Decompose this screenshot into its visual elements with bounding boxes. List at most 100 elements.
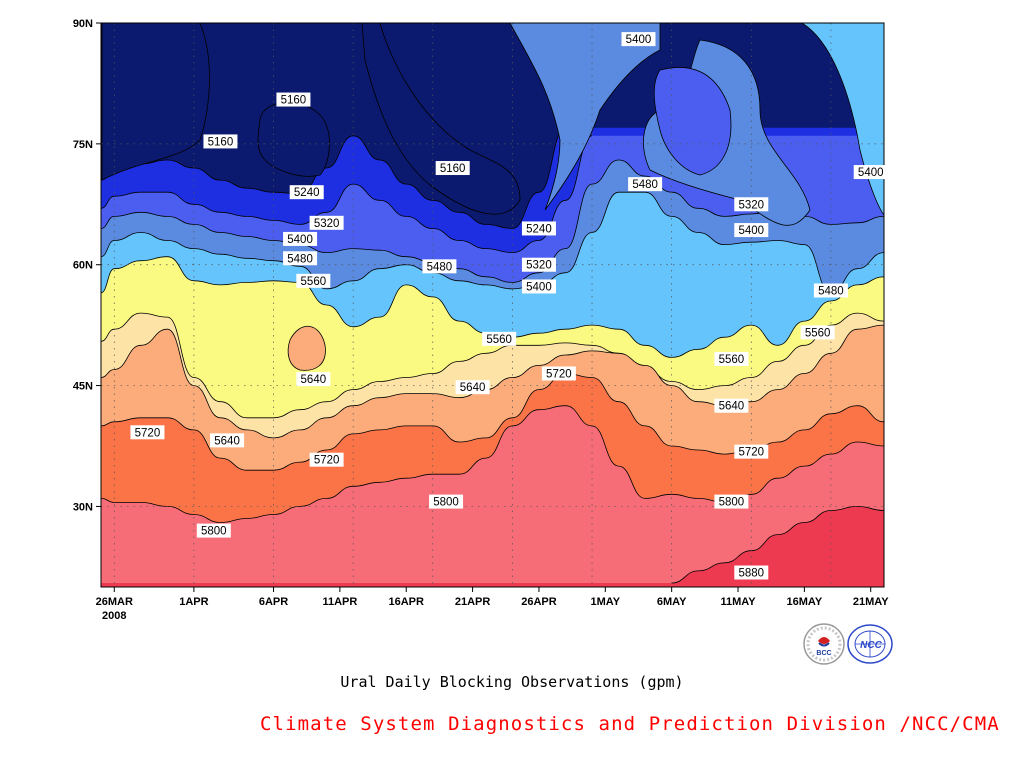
y-tick-label: 75N [73, 139, 93, 151]
contour-label: 5560 [714, 351, 749, 366]
contour-bands [101, 23, 884, 587]
contour-label: 5720 [541, 366, 576, 381]
contour-label-box [296, 372, 331, 387]
contour-label-box [276, 92, 311, 107]
contour-label: 5160 [203, 134, 238, 149]
contour-line-5880 [101, 405, 884, 523]
contour-label-text: 5400 [526, 281, 552, 293]
contour-label: 5800 [429, 494, 464, 509]
contour-label-box [283, 251, 318, 266]
contour-label-box [289, 185, 324, 200]
ridge-blob-1 [509, 23, 661, 211]
axis-ticks: 26MAR 1APR 6APR 11APR 16APR 21APR 26APR 1MAY 6MA… [73, 18, 889, 622]
x-year-label: 2008 [102, 610, 126, 622]
contour-label-text: 5400 [287, 234, 313, 246]
trough-blob-2 [653, 67, 732, 176]
contour-label-box [734, 444, 769, 459]
contour-label-text: 5560 [805, 327, 831, 339]
contour-label-box [521, 221, 556, 236]
contour-label-box [455, 380, 490, 395]
contour-label-text: 5480 [287, 253, 313, 265]
contour-label-text: 5480 [818, 285, 844, 297]
contour-label: 5480 [628, 177, 663, 192]
contour-label: 5720 [130, 425, 165, 440]
contour-label-box [196, 523, 231, 538]
contour-label-box [734, 197, 769, 212]
contour-label-box [521, 257, 556, 272]
contour-label-box [283, 231, 318, 246]
chart-title: Ural Daily Blocking Observations (gpm) [340, 673, 684, 691]
contour-label-box [429, 494, 464, 509]
contour-label: 5640 [296, 372, 331, 387]
contour-label: 5320 [309, 215, 344, 230]
contour-label-text: 5640 [719, 401, 745, 413]
x-tick-label: 11MAY [720, 596, 756, 608]
contour-label-text: 5800 [719, 497, 745, 509]
x-tick-label: 1MAY [591, 596, 621, 608]
ridge-blob-2 [801, 23, 884, 216]
y-tick-label: 90N [73, 18, 93, 30]
contour-label: 5400 [621, 32, 656, 47]
contour-label-text: 5320 [314, 218, 340, 230]
y-tick-label: 30N [73, 501, 93, 513]
contour-label-text: 5800 [201, 526, 227, 538]
contour-label-text: 5720 [546, 368, 572, 380]
contour-label: 5560 [800, 325, 835, 340]
contour-line-5640 [101, 312, 884, 419]
y-tick-label: 45N [73, 381, 93, 393]
contour-label-box [714, 398, 749, 413]
contour-labels: 5400 5160 5160 5160 5400 5480 5240 5320 5320 5240… [130, 32, 888, 580]
bcc-logo: BCC [803, 623, 845, 665]
credit-text: Climate System Diagnostics and Predictio… [260, 713, 1000, 735]
contour-label: 5400 [853, 165, 888, 180]
y-tick-label: 60N [73, 260, 93, 272]
x-tick-label: 26APR [521, 596, 557, 608]
svg-text:BCC: BCC [816, 650, 831, 657]
contour-label-text: 5480 [632, 179, 658, 191]
band-5880 [101, 405, 884, 587]
contour-label: 5320 [734, 197, 769, 212]
ncc-logo: NCC [847, 624, 893, 664]
warm-blob-1 [287, 325, 326, 371]
x-tick-label: 21MAY [853, 596, 889, 608]
contour-label-box [734, 565, 769, 580]
contour-label-box [714, 494, 749, 509]
contour-label-box [800, 325, 835, 340]
contour-label: 5640 [455, 380, 490, 395]
contour-label: 5400 [521, 279, 556, 294]
contour-label: 5480 [422, 259, 457, 274]
contour-line-5320 [101, 135, 593, 254]
contour-label-box [628, 177, 663, 192]
contour-label-box [309, 452, 344, 467]
contour-label: 5800 [714, 494, 749, 509]
contour-label: 5400 [283, 231, 318, 246]
contour-label-box [714, 351, 749, 366]
contour-label-box [621, 32, 656, 47]
contour-label-text: 5320 [738, 199, 764, 211]
plot-frame [100, 22, 885, 588]
contour-label-box [853, 165, 888, 180]
contour-label: 5720 [309, 452, 344, 467]
contour-label-text: 5480 [427, 261, 453, 273]
contour-label-text: 5320 [526, 260, 552, 272]
contour-label-box [130, 425, 165, 440]
contour-label-text: 5720 [738, 447, 764, 459]
x-tick-label: 1APR [179, 596, 208, 608]
contour-label-text: 5720 [135, 427, 161, 439]
contour-label-text: 5400 [626, 34, 652, 46]
contour-label-box [309, 215, 344, 230]
contour-label: 5320 [521, 257, 556, 272]
contour-label: 5560 [296, 273, 331, 288]
contour-label-text: 5640 [301, 374, 327, 386]
contour-label: 5480 [283, 251, 318, 266]
svg-text:NCC: NCC [860, 640, 882, 651]
contour-label-text: 5160 [208, 136, 234, 148]
low-blob-2 [361, 23, 521, 215]
contour-label-text: 5560 [486, 334, 512, 346]
contour-label-text: 5240 [526, 223, 552, 235]
x-tick-label: 26MAR [96, 596, 133, 608]
contour-label: 5640 [210, 433, 245, 448]
contour-label-text: 5160 [281, 95, 307, 107]
contour-label-text: 5240 [294, 187, 320, 199]
